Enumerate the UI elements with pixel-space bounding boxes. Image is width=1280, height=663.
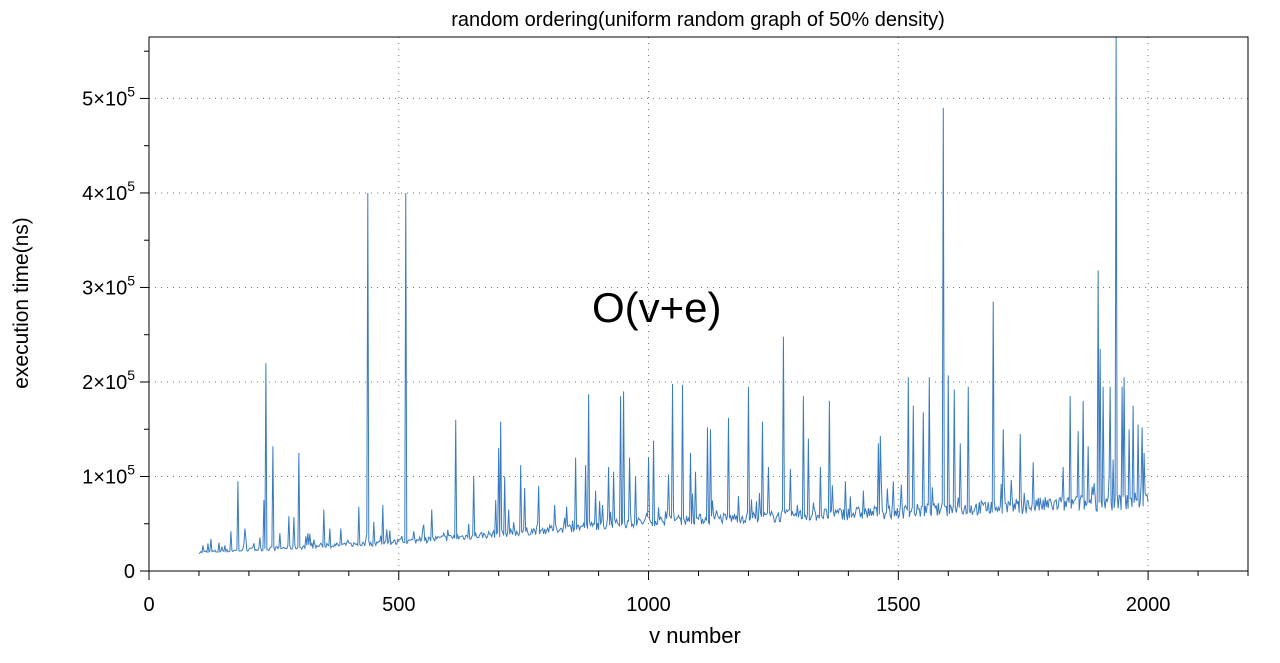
y-tick-label: 0 [124, 561, 135, 583]
y-tick-label: 2×105 [82, 367, 135, 394]
y-tick-exponent: 5 [127, 83, 135, 99]
y-tick-exponent: 5 [127, 367, 135, 383]
y-tick-label: 1×105 [82, 461, 135, 488]
x-tick-label: 0 [143, 594, 154, 616]
y-axis-label: execution time(ns) [10, 217, 33, 389]
y-tick-mantissa: 2×10 [82, 372, 127, 394]
y-tick-label: 3×105 [82, 272, 135, 299]
y-tick-exponent: 5 [127, 461, 135, 477]
y-tick-mantissa: 4×10 [82, 183, 127, 205]
y-tick-label: 4×105 [82, 178, 135, 205]
x-axis-label: v number [649, 623, 741, 648]
y-tick-mantissa: 1×10 [82, 466, 127, 488]
axes [140, 36, 1249, 580]
x-tick-label: 1000 [626, 594, 671, 616]
tick-labels: 0 500 1000 1500 200001×1052×1053×1054×1055×1… [82, 83, 1170, 616]
x-tick-label: 1500 [876, 594, 921, 616]
y-tick-mantissa: 0 [124, 561, 135, 583]
y-tick-exponent: 5 [127, 178, 135, 194]
y-tick-mantissa: 3×10 [82, 277, 127, 299]
series-line [198, 36, 1149, 555]
series-layer [198, 36, 1149, 555]
complexity-annotation: O(v+e) [592, 284, 722, 331]
y-tick-exponent: 5 [127, 272, 135, 288]
x-tick-label: 500 [382, 594, 415, 616]
chart-title: random ordering(uniform random graph of … [451, 9, 945, 31]
y-tick-label: 5×105 [82, 83, 135, 110]
x-tick-label: 2000 [1126, 594, 1171, 616]
y-tick-mantissa: 5×10 [82, 88, 127, 110]
